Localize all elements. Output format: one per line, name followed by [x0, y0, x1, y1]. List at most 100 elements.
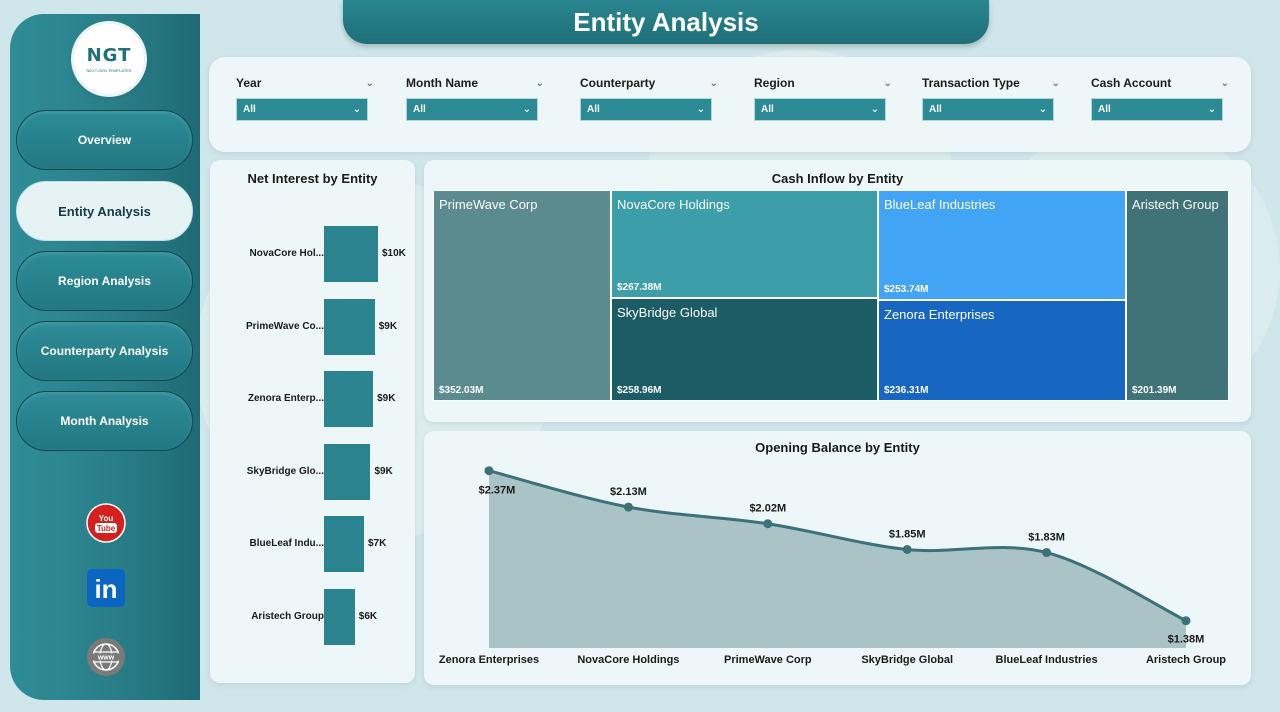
net-interest-bar[interactable]: [324, 226, 378, 282]
treemap-cell-value: $201.39M: [1132, 385, 1177, 396]
bar-value-label: $9K: [374, 465, 393, 477]
chevron-down-icon[interactable]: ⌄: [365, 77, 374, 89]
page-title: Entity Analysis: [573, 6, 759, 37]
treemap-cell[interactable]: Aristech Group $201.39M: [1126, 190, 1229, 401]
nav-button-entity-analysis[interactable]: Entity Analysis: [16, 181, 193, 241]
filter-year: Year ⌄ All ⌄: [236, 75, 374, 121]
linkedin-icon[interactable]: in: [86, 568, 126, 608]
nav-button-month-analysis[interactable]: Month Analysis: [16, 391, 193, 451]
nav-label: Region Analysis: [58, 274, 151, 288]
filter-region: Region ⌄ All ⌄: [754, 75, 892, 121]
dropdown-value: All: [1098, 104, 1111, 115]
bar-label: SkyBridge Glo...: [246, 465, 324, 477]
net-interest-bar-row[interactable]: Aristech Group $6K: [210, 588, 415, 645]
treemap-cell-value: $253.74M: [884, 284, 929, 295]
x-axis-tick-label: NovaCore Holdings: [577, 654, 679, 666]
net-interest-bar[interactable]: [324, 371, 374, 427]
nav-button-counterparty-analysis[interactable]: Counterparty Analysis: [16, 321, 193, 381]
transaction-type-dropdown[interactable]: All ⌄: [922, 98, 1054, 121]
counterparty-dropdown[interactable]: All ⌄: [580, 98, 712, 121]
filter-cash-account: Cash Account ⌄ All ⌄: [1091, 75, 1229, 121]
treemap-cell-value: $236.31M: [884, 385, 929, 396]
filter-label: Region: [754, 76, 795, 90]
website-icon[interactable]: www: [86, 637, 126, 677]
data-point[interactable]: [763, 519, 773, 529]
net-interest-bar-row[interactable]: PrimeWave Co... $9K: [210, 298, 415, 355]
net-interest-bar[interactable]: [324, 443, 371, 500]
data-label: $1.85M: [889, 529, 926, 541]
opening-balance-title: Opening Balance by Entity: [755, 440, 920, 455]
data-label: $1.83M: [1028, 532, 1065, 544]
logo-subtitle: NEXT-GEN TEMPLATES: [86, 68, 132, 73]
opening-balance-area: [489, 470, 1186, 648]
chevron-down-icon: ⌄: [1038, 104, 1047, 115]
treemap-cell-name: BlueLeaf Industries: [884, 197, 996, 212]
data-label: $2.02M: [749, 503, 786, 515]
chevron-down-icon: ⌄: [696, 104, 705, 115]
data-point[interactable]: [623, 502, 633, 512]
treemap-cell[interactable]: BlueLeaf Industries $253.74M: [878, 190, 1126, 300]
filter-transaction-type: Transaction Type ⌄ All ⌄: [922, 75, 1060, 121]
opening-balance-panel: Opening Balance by Entity $2.37M Zenora E…: [424, 431, 1251, 685]
nav-label: Entity Analysis: [58, 203, 151, 219]
data-point[interactable]: [1042, 548, 1052, 558]
x-axis-tick-label: PrimeWave Corp: [724, 654, 812, 666]
filter-label: Counterparty: [580, 76, 656, 90]
page-title-bar: Entity Analysis: [343, 0, 989, 44]
year-dropdown[interactable]: All ⌄: [236, 98, 368, 121]
nav-button-overview[interactable]: Overview: [16, 110, 193, 170]
ngt-logo[interactable]: NGT NEXT-GEN TEMPLATES: [74, 24, 144, 94]
svg-text:in: in: [94, 574, 117, 604]
opening-balance-line: [488, 469, 1187, 623]
nav-label: Counterparty Analysis: [40, 344, 169, 358]
filter-label: Year: [236, 76, 262, 90]
x-axis-tick-label: Zenora Enterprises: [439, 654, 539, 666]
nav-label: Month Analysis: [60, 414, 149, 428]
treemap-cell[interactable]: SkyBridge Global $258.96M: [611, 298, 878, 401]
cash-account-dropdown[interactable]: All ⌄: [1091, 98, 1223, 121]
opening-balance-chart: $2.37M Zenora Enterprises $2.13M NovaCore H…: [439, 466, 1226, 666]
chevron-down-icon[interactable]: ⌄: [535, 77, 544, 89]
treemap-cell-name: Zenora Enterprises: [884, 307, 995, 322]
bar-value-label: $7K: [367, 538, 387, 549]
treemap-cell[interactable]: Zenora Enterprises $236.31M: [878, 300, 1126, 401]
chevron-down-icon: ⌄: [1207, 104, 1216, 115]
chevron-down-icon[interactable]: ⌄: [709, 77, 718, 89]
youtube-icon[interactable]: You Tube: [86, 503, 126, 543]
chevron-down-icon: ⌄: [352, 104, 361, 115]
bar-value-label: $9K: [377, 393, 396, 404]
month-name-dropdown[interactable]: All ⌄: [406, 98, 538, 121]
chevron-down-icon: ⌄: [522, 104, 531, 115]
net-interest-bar-row[interactable]: SkyBridge Glo... $9K: [210, 443, 415, 500]
net-interest-bar[interactable]: [324, 588, 355, 645]
x-axis-tick-label: SkyBridge Global: [861, 654, 953, 666]
dropdown-value: All: [587, 104, 600, 115]
region-dropdown[interactable]: All ⌄: [754, 98, 886, 121]
treemap-cell-name: NovaCore Holdings: [617, 197, 730, 212]
data-point[interactable]: [1181, 616, 1191, 626]
net-interest-bar-row[interactable]: Zenora Enterp... $9K: [210, 371, 415, 427]
treemap-cell-name: SkyBridge Global: [617, 305, 718, 320]
bar-label: NovaCore Hol...: [249, 248, 324, 259]
net-interest-bar[interactable]: [324, 298, 375, 355]
chevron-down-icon[interactable]: ⌄: [1051, 77, 1060, 89]
net-interest-bar[interactable]: [324, 516, 364, 572]
treemap-cell[interactable]: NovaCore Holdings $267.38M: [611, 190, 878, 298]
bar-value-label: $9K: [378, 320, 398, 332]
nav-label: Overview: [77, 133, 132, 147]
data-point[interactable]: [484, 466, 494, 476]
filter-label: Cash Account: [1091, 76, 1172, 90]
net-interest-title: Net Interest by Entity: [247, 171, 378, 186]
nav-button-region-analysis[interactable]: Region Analysis: [16, 251, 193, 311]
chevron-down-icon[interactable]: ⌄: [1220, 77, 1229, 89]
net-interest-bar-row[interactable]: BlueLeaf Indu... $7K: [210, 516, 415, 572]
chevron-down-icon[interactable]: ⌄: [883, 77, 892, 89]
filter-counterparty: Counterparty ⌄ All ⌄: [580, 75, 718, 121]
treemap-cell-value: $352.03M: [439, 385, 484, 396]
treemap-cell[interactable]: PrimeWave Corp $352.03M: [433, 190, 611, 401]
dropdown-value: All: [243, 104, 256, 115]
net-interest-bar-row[interactable]: NovaCore Hol... $10K: [210, 226, 415, 282]
dropdown-value: All: [413, 104, 426, 115]
filter-month-name: Month Name ⌄ All ⌄: [406, 75, 544, 121]
data-point[interactable]: [902, 545, 912, 554]
